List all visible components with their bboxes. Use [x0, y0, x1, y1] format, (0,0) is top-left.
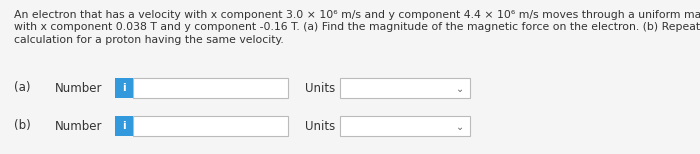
Text: i: i [122, 121, 126, 131]
Text: An electron that has a velocity with x component 3.0 × 10⁶ m/s and y component 4: An electron that has a velocity with x c… [14, 10, 700, 20]
FancyBboxPatch shape [115, 116, 133, 136]
Text: ⌄: ⌄ [456, 122, 464, 132]
Text: Number: Number [55, 120, 102, 132]
FancyBboxPatch shape [133, 116, 288, 136]
Text: (a): (a) [14, 81, 31, 95]
FancyBboxPatch shape [340, 116, 470, 136]
Text: Number: Number [55, 81, 102, 95]
FancyBboxPatch shape [340, 78, 470, 98]
Text: calculation for a proton having the same velocity.: calculation for a proton having the same… [14, 35, 284, 45]
FancyBboxPatch shape [115, 78, 133, 98]
Text: Units: Units [305, 120, 335, 132]
Text: with x component 0.038 T and y component -0.16 T. (a) Find the magnitude of the : with x component 0.038 T and y component… [14, 22, 700, 32]
Text: Units: Units [305, 81, 335, 95]
Text: (b): (b) [14, 120, 31, 132]
Text: i: i [122, 83, 126, 93]
FancyBboxPatch shape [133, 78, 288, 98]
Text: ⌄: ⌄ [456, 84, 464, 94]
